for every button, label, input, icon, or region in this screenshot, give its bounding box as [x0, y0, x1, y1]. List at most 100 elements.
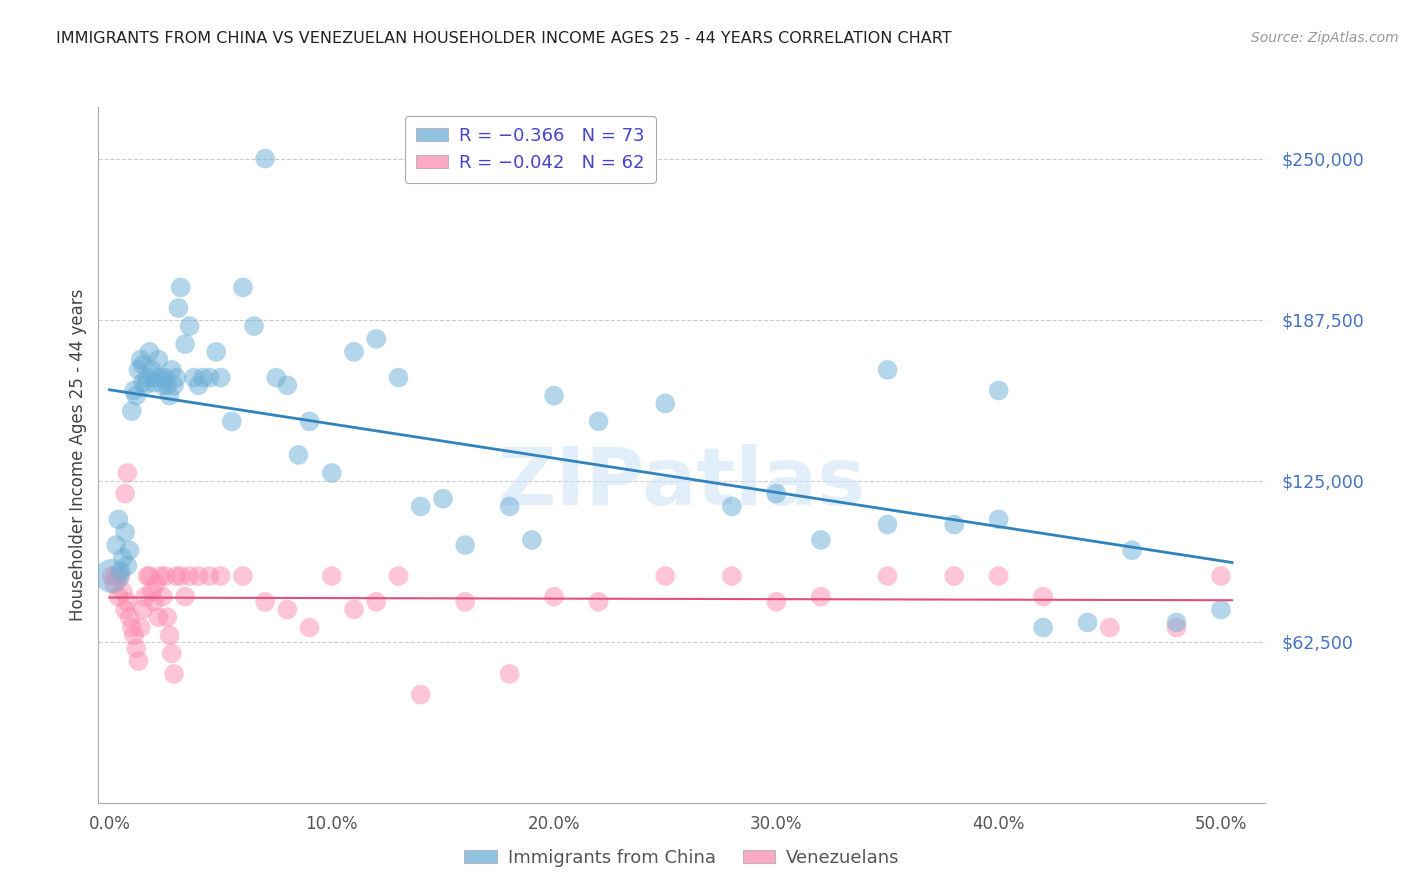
- Point: [125, 641, 148, 656]
- Point: [343, 602, 366, 616]
- Point: [654, 569, 676, 583]
- Text: IMMIGRANTS FROM CHINA VS VENEZUELAN HOUSEHOLDER INCOME AGES 25 - 44 YEARS CORREL: IMMIGRANTS FROM CHINA VS VENEZUELAN HOUS…: [56, 31, 952, 46]
- Point: [111, 551, 134, 566]
- Point: [143, 595, 166, 609]
- Point: [454, 538, 477, 552]
- Point: [432, 491, 454, 506]
- Point: [153, 569, 176, 583]
- Point: [103, 576, 125, 591]
- Text: Source: ZipAtlas.com: Source: ZipAtlas.com: [1251, 31, 1399, 45]
- Point: [160, 646, 183, 660]
- Point: [987, 569, 1010, 583]
- Point: [118, 543, 141, 558]
- Point: [127, 363, 149, 377]
- Point: [366, 332, 388, 346]
- Point: [543, 389, 565, 403]
- Point: [129, 621, 152, 635]
- Point: [152, 378, 174, 392]
- Point: [498, 500, 520, 514]
- Point: [721, 569, 744, 583]
- Point: [114, 525, 136, 540]
- Point: [298, 414, 321, 428]
- Point: [174, 337, 197, 351]
- Point: [987, 512, 1010, 526]
- Point: [765, 595, 787, 609]
- Point: [243, 319, 266, 334]
- Point: [167, 301, 190, 315]
- Point: [160, 363, 183, 377]
- Point: [163, 667, 186, 681]
- Point: [149, 569, 172, 583]
- Point: [169, 280, 191, 294]
- Point: [221, 414, 243, 428]
- Point: [765, 486, 787, 500]
- Point: [153, 370, 176, 384]
- Point: [1209, 569, 1232, 583]
- Point: [409, 688, 432, 702]
- Point: [134, 378, 156, 392]
- Point: [105, 569, 128, 583]
- Point: [498, 667, 520, 681]
- Point: [117, 466, 139, 480]
- Point: [165, 569, 187, 583]
- Point: [174, 590, 197, 604]
- Point: [122, 384, 145, 398]
- Point: [159, 628, 181, 642]
- Point: [114, 486, 136, 500]
- Point: [127, 654, 149, 668]
- Point: [254, 595, 277, 609]
- Point: [387, 370, 409, 384]
- Point: [179, 319, 201, 334]
- Point: [169, 569, 191, 583]
- Point: [132, 602, 155, 616]
- Point: [876, 517, 898, 532]
- Point: [232, 569, 254, 583]
- Point: [163, 378, 186, 392]
- Point: [145, 370, 167, 384]
- Point: [105, 538, 128, 552]
- Point: [1166, 615, 1188, 630]
- Point: [141, 363, 163, 377]
- Point: [810, 533, 832, 547]
- Point: [110, 569, 132, 583]
- Point: [1077, 615, 1099, 630]
- Point: [454, 595, 477, 609]
- Point: [145, 576, 167, 591]
- Point: [232, 280, 254, 294]
- Point: [136, 370, 159, 384]
- Point: [107, 512, 129, 526]
- Point: [520, 533, 543, 547]
- Point: [876, 363, 898, 377]
- Point: [1209, 602, 1232, 616]
- Point: [121, 621, 143, 635]
- Point: [876, 569, 898, 583]
- Point: [1166, 621, 1188, 635]
- Point: [138, 569, 160, 583]
- Point: [276, 378, 298, 392]
- Point: [1032, 590, 1054, 604]
- Point: [156, 378, 179, 392]
- Point: [209, 370, 232, 384]
- Point: [183, 370, 205, 384]
- Point: [187, 378, 209, 392]
- Point: [198, 370, 221, 384]
- Point: [588, 595, 610, 609]
- Point: [943, 569, 966, 583]
- Point: [298, 621, 321, 635]
- Point: [111, 584, 134, 599]
- Point: [156, 610, 179, 624]
- Point: [117, 558, 139, 573]
- Point: [179, 569, 201, 583]
- Point: [543, 590, 565, 604]
- Point: [110, 564, 132, 578]
- Point: [198, 569, 221, 583]
- Point: [387, 569, 409, 583]
- Point: [366, 595, 388, 609]
- Point: [117, 595, 139, 609]
- Point: [343, 344, 366, 359]
- Point: [118, 610, 141, 624]
- Point: [129, 352, 152, 367]
- Text: ZIPatlas: ZIPatlas: [498, 443, 866, 522]
- Point: [987, 384, 1010, 398]
- Point: [654, 396, 676, 410]
